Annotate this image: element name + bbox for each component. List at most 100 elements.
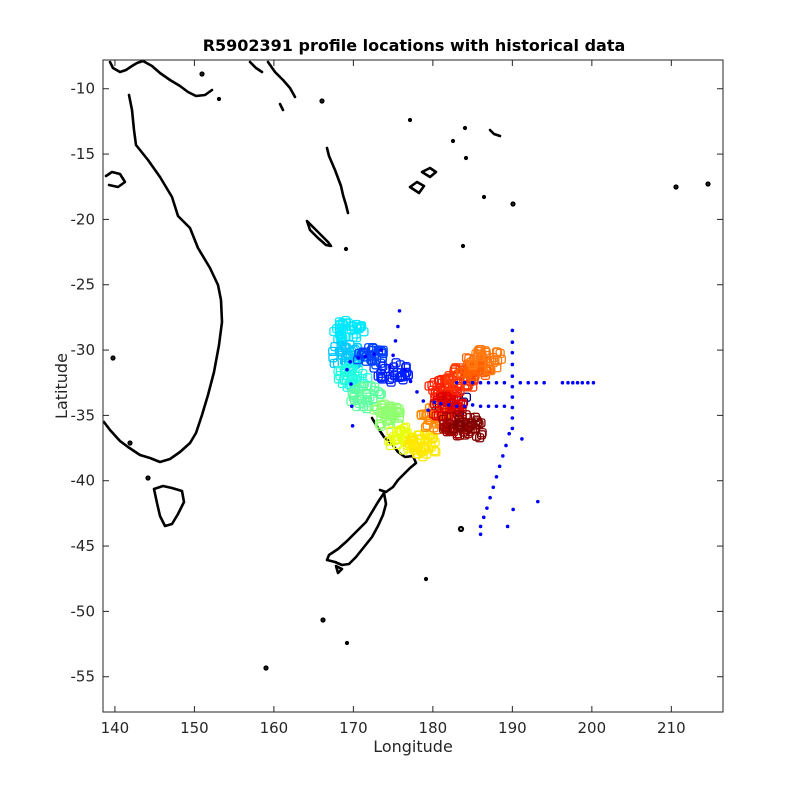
historical-point [349, 382, 353, 386]
island-marker [110, 355, 116, 361]
profile-marker [369, 385, 379, 396]
historical-point [391, 353, 395, 358]
historical-point [520, 437, 524, 441]
profile-marker [469, 371, 480, 382]
coastline-png [141, 60, 214, 98]
profile-marker [368, 342, 378, 353]
profile-marker [378, 361, 388, 371]
historical-point [507, 431, 511, 436]
historical-point [494, 404, 499, 409]
profile-marker [395, 360, 406, 370]
historical-point [454, 380, 459, 385]
coastline-new-caledonia [305, 219, 333, 248]
profile-marker [471, 431, 482, 441]
historical-point [462, 380, 467, 385]
historical-point [415, 390, 419, 394]
profile-marker [448, 424, 458, 434]
x-tick-label: 140 [101, 719, 130, 737]
profile-marker [406, 436, 416, 446]
profile-marker [362, 403, 372, 414]
x-tick-label: 170 [339, 719, 368, 737]
historical-point [426, 408, 430, 412]
x-tick-label: 190 [498, 719, 527, 737]
historical-point [501, 454, 505, 458]
historical-point [446, 403, 451, 407]
historical-data-points [345, 309, 596, 537]
map-layer [103, 60, 711, 671]
x-axis-label: Longitude [373, 737, 453, 756]
profile-marker [474, 433, 485, 443]
x-tick-label: 210 [657, 719, 686, 737]
y-tick-label: -45 [71, 537, 96, 555]
profile-marker [428, 409, 439, 419]
historical-point [510, 362, 515, 367]
profile-marker [443, 373, 454, 383]
y-tick-label: -25 [71, 276, 96, 294]
profile-marker [454, 415, 465, 425]
historical-point [510, 384, 515, 389]
historical-point [505, 524, 510, 529]
historical-point [510, 340, 515, 345]
coastline [103, 60, 502, 575]
historical-point [393, 339, 398, 343]
historical-point [478, 380, 483, 385]
historical-point [526, 380, 531, 385]
profile-marker [480, 370, 491, 380]
y-tick-label: -10 [71, 80, 96, 98]
profile-marker [389, 413, 400, 423]
historical-point [510, 374, 515, 379]
profile-marker [442, 427, 452, 437]
historical-point [485, 506, 489, 510]
historical-point [591, 380, 596, 385]
historical-point [560, 380, 565, 385]
profile-marker [476, 349, 487, 359]
historical-point [478, 524, 483, 529]
historical-point [502, 380, 507, 385]
historical-point [586, 380, 590, 385]
coastline-stewart-island [334, 564, 344, 575]
historical-point [432, 400, 437, 405]
coastline-cape-york-tip [104, 170, 127, 189]
profile-marker [398, 375, 408, 385]
historical-point [379, 348, 384, 352]
island-marker [423, 576, 429, 582]
historical-point [497, 464, 502, 469]
historical-point [502, 404, 507, 409]
profile-marker [468, 370, 479, 381]
historical-point [486, 404, 491, 409]
y-tick-label: -35 [71, 406, 96, 424]
y-tick-label: -30 [71, 341, 96, 359]
profile-marker [351, 384, 361, 395]
historical-point [439, 401, 443, 406]
historical-point [510, 426, 515, 431]
historical-point [372, 352, 376, 356]
profile-marker [428, 433, 438, 444]
island-marker [263, 665, 269, 671]
profile-marker [386, 377, 396, 387]
profile-marker [441, 391, 452, 402]
y-axis-label: Latitude [52, 353, 71, 419]
profile-marker [400, 422, 411, 432]
profile-marker [377, 347, 387, 357]
profile-marker [468, 360, 478, 371]
profile-marker [429, 398, 439, 409]
coastline-solomons [248, 60, 297, 112]
coastline-vanuatu [325, 146, 350, 215]
profile-marker [455, 386, 465, 397]
profile-marker [386, 426, 396, 436]
profile-marker [467, 419, 477, 429]
historical-point [494, 475, 499, 479]
x-tick-label: 180 [419, 719, 448, 737]
profile-marker [441, 412, 451, 422]
x-tick-label: 200 [578, 719, 607, 737]
historical-point [494, 380, 499, 385]
historical-point [345, 367, 349, 372]
island-marker [673, 184, 679, 190]
plot-area [103, 60, 723, 712]
y-axis-ticks: -10 -15 -20 -25 -30 -35 -40 -45 -50 -55 [71, 80, 723, 686]
island-marker [127, 440, 133, 446]
historical-point [511, 507, 515, 512]
island-marker [457, 525, 465, 533]
profile-marker [352, 324, 363, 334]
historical-point [350, 424, 355, 428]
